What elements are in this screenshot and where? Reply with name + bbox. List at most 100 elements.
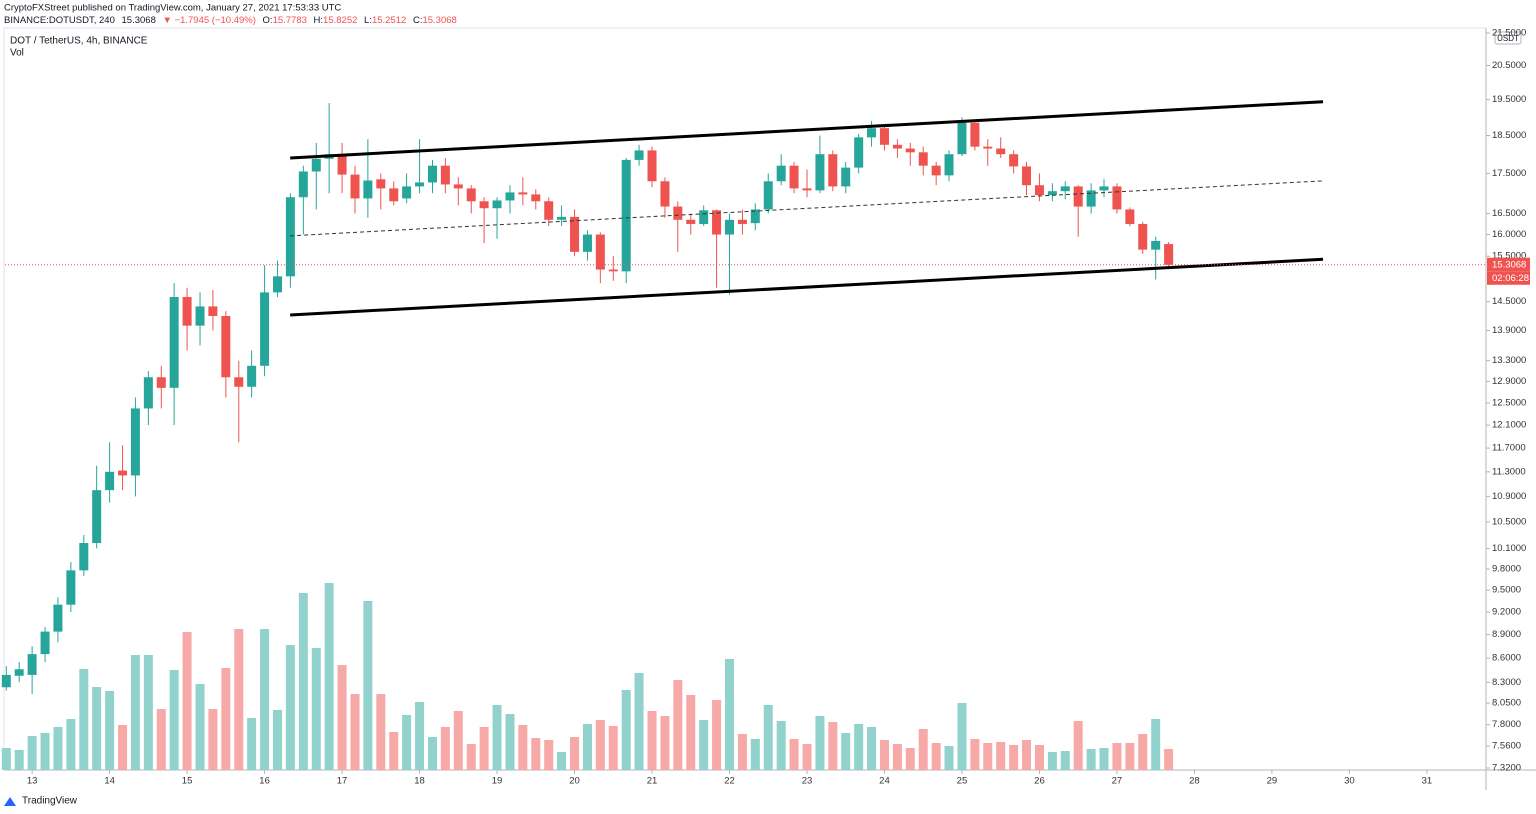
volume-bar [298,593,308,770]
volume-bar [130,655,140,770]
brand[interactable]: TradingView [4,796,78,807]
candle-body [105,471,115,491]
volume-bar [1,748,11,770]
volume-bar [182,632,192,770]
candle-body [621,159,631,272]
brand-icon [4,797,16,806]
symbol: BINANCE:DOTUSDT, 240 [4,15,115,26]
candle-body [776,165,786,182]
volume-bar [1073,721,1083,770]
countdown-box [1487,271,1530,285]
quote-line: BINANCE:DOTUSDT, 240 15.3068 ▼ −1.7945 (… [4,15,457,26]
change: ▼ −1.7945 (−10.49%) [163,15,256,26]
volume-bar [1138,734,1148,770]
candle-body [479,201,489,209]
volume-bar [260,629,270,770]
ohlc-label: L: [364,15,372,26]
volume-bar [1099,748,1109,770]
trendline [290,180,1324,237]
candle-body [79,543,89,571]
volume-bar [415,702,425,770]
x-tick-label: 31 [1422,776,1433,787]
volume-bar [776,721,786,770]
volume-bar [931,743,941,770]
candle-body [1009,154,1019,167]
candle-body [699,210,709,224]
y-tick-label: 10.1000 [1492,543,1526,554]
candle-body [298,171,308,198]
volume-bar [802,744,812,770]
volume-bar [1112,743,1122,770]
y-tick-label: 8.0500 [1492,698,1521,709]
volume-bar [996,742,1006,770]
volume-bar [983,743,993,770]
ohlc-label: C: [413,15,423,26]
volume-bar [879,740,889,770]
volume-bar [918,729,928,770]
candle-body [234,377,244,387]
candle-body [1022,166,1032,186]
y-tick-label: 17.5000 [1492,168,1526,179]
x-tick-label: 29 [1267,776,1278,787]
candle-body [376,179,386,189]
candle-body [879,128,889,145]
candle-body [673,206,683,220]
volume-bar [660,716,670,770]
candle-body [1151,240,1161,250]
y-tick-label: 10.9000 [1492,491,1526,502]
x-tick-label: 23 [802,776,813,787]
volume-bar [531,738,541,770]
candle-body [905,148,915,153]
candle-body [182,297,192,326]
volume-bar [337,665,347,770]
volume-pane [1,583,1174,770]
candle-body [595,234,605,270]
candle-body [970,122,980,147]
chart-title: DOT / TetherUS, 4h, BINANCE [10,36,148,47]
volume-bar [970,739,980,770]
volume-bar [570,737,580,770]
candle-body [247,365,257,387]
candle-body [828,154,838,187]
candle-body [169,297,179,388]
volume-bar [841,733,851,770]
volume-bar [828,722,838,770]
volume-bar [505,714,515,770]
y-tick-label: 8.9000 [1492,629,1521,640]
candle-body [686,219,696,224]
x-tick-label: 26 [1034,776,1045,787]
currency-box [1494,31,1522,45]
candle-body [66,570,76,605]
volume-bar [285,645,295,770]
candle-body [1112,186,1122,210]
candle-body [1086,190,1096,207]
volume-bar [208,709,218,770]
candle-body [337,154,347,175]
candle-body [892,144,902,149]
x-tick-label: 15 [182,776,193,787]
volume-bar [1164,749,1174,770]
x-tick-label: 20 [569,776,580,787]
y-tick-label: 12.1000 [1492,420,1526,431]
y-tick-label: 15.5000 [1492,251,1526,262]
candle-body [634,150,644,160]
volume-bar [815,716,825,770]
y-tick-label: 9.2000 [1492,607,1521,618]
candle-body [996,148,1006,155]
candle-body [918,152,928,166]
x-tick-label: 14 [104,776,115,787]
candle-body [118,470,128,476]
x-tick-label: 18 [414,776,425,787]
volume-bar [725,659,735,770]
y-tick-label: 18.5000 [1492,130,1526,141]
candle-body [854,137,864,168]
volume-bar [789,739,799,770]
x-tick-label: 24 [879,776,890,787]
volume-bar [712,700,722,770]
volume-bar [1034,745,1044,770]
volume-bar [466,744,476,770]
candle-body [143,377,153,409]
y-tick-label: 9.8000 [1492,563,1521,574]
candle-body [660,181,670,207]
